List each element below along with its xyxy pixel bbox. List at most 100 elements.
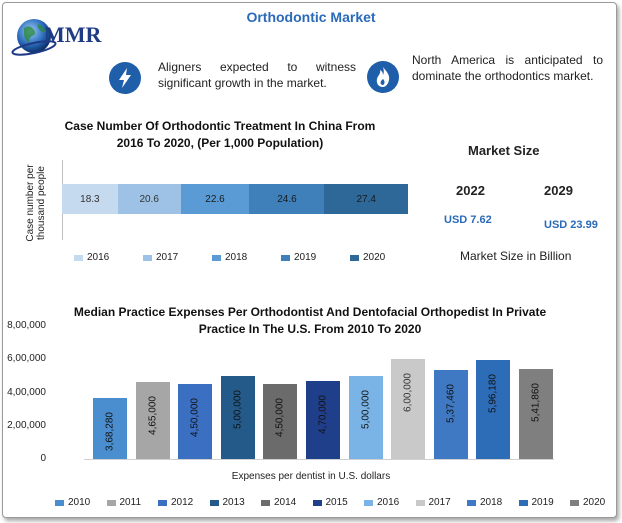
china-legend-label: 2016 [87, 252, 110, 263]
us-bar-label-2016: 5,00,000 [360, 389, 372, 429]
us-legend-item-2015: 2015 [312, 497, 348, 508]
china-bar-segment-2016 [62, 184, 118, 214]
logo-text: MMR [44, 22, 102, 47]
china-legend-swatch [281, 254, 290, 261]
market-size-title: Market Size [468, 143, 540, 158]
us-bar-label-2015: 4,70,000 [317, 394, 329, 434]
us-legend-label: 2018 [480, 497, 503, 508]
us-bar-label-2011: 4,65,000 [147, 395, 159, 435]
us-legend-label: 2011 [119, 497, 142, 508]
china-legend-swatch [143, 254, 152, 261]
mmr-logo [10, 14, 130, 64]
us-legend-item-2020: 2020 [570, 497, 605, 508]
us-legend-label: 2020 [583, 497, 606, 508]
china-bar-label-2017: 20.6 [139, 194, 159, 205]
us-legend-label: 2012 [171, 497, 194, 508]
us-bar-2014 [263, 384, 298, 459]
us-legend-item-2011: 2011 [106, 497, 142, 508]
market-year-2022: 2022 [456, 183, 485, 198]
us-legend-label: 2015 [325, 497, 348, 508]
china-bar-segment-2017 [117, 184, 181, 214]
china-legend-label: 2018 [225, 252, 248, 263]
china-chart-title: Case Number Of Orthodontic Treatment In … [64, 119, 376, 150]
us-legend-label: 2017 [428, 497, 451, 508]
market-size-caption: Market Size in Billion [460, 249, 572, 263]
us-legend-item-2018: 2018 [467, 497, 502, 508]
us-legend-label: 2010 [68, 497, 91, 508]
us-y-tick-label: 6,00,000 [7, 353, 46, 365]
us-bar-label-2020: 5,41,860 [530, 382, 542, 422]
china-legend-item-2019: 2019 [281, 252, 316, 263]
flame-icon [367, 61, 399, 93]
china-legend-swatch [212, 254, 221, 261]
us-legend-item-2013: 2013 [209, 497, 245, 508]
us-legend-swatch [209, 499, 219, 506]
china-legend-swatch [350, 254, 359, 261]
us-legend-swatch [158, 499, 167, 506]
china-legend-label: 2019 [294, 252, 317, 263]
us-bar-2010 [93, 397, 127, 459]
us-legend-label: 2013 [222, 497, 245, 508]
market-value-2022: USD 7.62 [444, 214, 492, 226]
us-bar-label-2019: 5,96,180 [487, 373, 499, 413]
us-bar-2012 [178, 384, 213, 459]
us-bar-label-2018: 5,37,460 [445, 383, 457, 423]
china-legend-item-2016: 2016 [74, 252, 109, 263]
us-x-axis-line [84, 459, 554, 460]
us-legend-item-2014: 2014 [261, 497, 296, 508]
us-bar-label-2014: 4,50,000 [274, 398, 286, 438]
us-legend-item-2017: 2017 [415, 497, 451, 508]
us-y-tick-label: 0 [40, 453, 46, 464]
us-legend-swatch [518, 499, 528, 506]
us-legend-swatch [55, 499, 64, 506]
china-legend-label: 2020 [363, 252, 386, 263]
us-legend-item-2010: 2010 [55, 497, 90, 508]
us-legend-label: 2014 [274, 497, 297, 508]
us-bar-2011 [135, 381, 170, 459]
us-legend-swatch [364, 499, 373, 506]
us-bar-label-2013: 5,00,000 [232, 389, 244, 429]
us-bar-2016 [348, 375, 383, 459]
us-legend-item-2012: 2012 [158, 497, 193, 508]
us-legend-swatch [106, 499, 116, 506]
us-chart-title: Median Practice Expenses Per Orthodontis… [73, 305, 547, 336]
market-year-2029: 2029 [544, 183, 573, 198]
us-legend-swatch [312, 499, 322, 506]
us-legend-swatch [415, 499, 425, 506]
highlight-north-america: North America is anticipated to dominate… [412, 53, 603, 83]
china-legend-item-2017: 2017 [143, 252, 178, 263]
us-bar-label-2010: 3,68,280 [104, 411, 116, 451]
us-bar-2018 [433, 369, 468, 459]
us-legend-item-2016: 2016 [364, 497, 399, 508]
lightning-icon [109, 62, 141, 94]
china-legend-item-2020: 2020 [350, 252, 385, 263]
china-y-axis-label-wrap: Case number per thousand people [16, 154, 56, 244]
china-legend-swatch [74, 254, 83, 261]
china-legend-label: 2017 [156, 252, 179, 263]
china-bar-label-2018: 22.6 [205, 194, 225, 205]
us-x-axis-label: Expenses per dentist in U.S. dollars [231, 471, 391, 482]
us-bar-label-2017: 6,00,000 [402, 373, 414, 413]
page-title: Orthodontic Market [246, 9, 376, 25]
china-bar-label-2016: 18.3 [80, 194, 100, 205]
us-legend-swatch [467, 499, 476, 506]
us-y-tick-label: 2,00,000 [7, 419, 46, 431]
us-y-tick-label: 8,00,000 [7, 320, 46, 331]
china-legend-item-2018: 2018 [212, 252, 247, 263]
us-bar-2013 [220, 375, 255, 459]
globe-icon [11, 19, 57, 56]
china-bar-segment-2020 [324, 184, 408, 214]
us-legend-swatch [261, 499, 270, 506]
us-bar-2020 [519, 368, 553, 459]
us-bar-2015 [306, 380, 340, 459]
china-y-axis-label: Case number per thousand people [25, 164, 47, 242]
us-legend-label: 2019 [531, 497, 554, 508]
us-y-tick-label: 4,00,000 [7, 386, 46, 398]
us-bar-2019 [476, 359, 511, 459]
us-legend-swatch [570, 499, 579, 506]
highlight-aligners: Aligners expected to witness significant… [158, 60, 356, 90]
china-bar-label-2020: 27.4 [356, 194, 376, 205]
us-legend-item-2019: 2019 [518, 497, 554, 508]
china-bar-label-2019: 24.6 [277, 194, 297, 205]
china-bar-segment-2019 [249, 184, 325, 214]
